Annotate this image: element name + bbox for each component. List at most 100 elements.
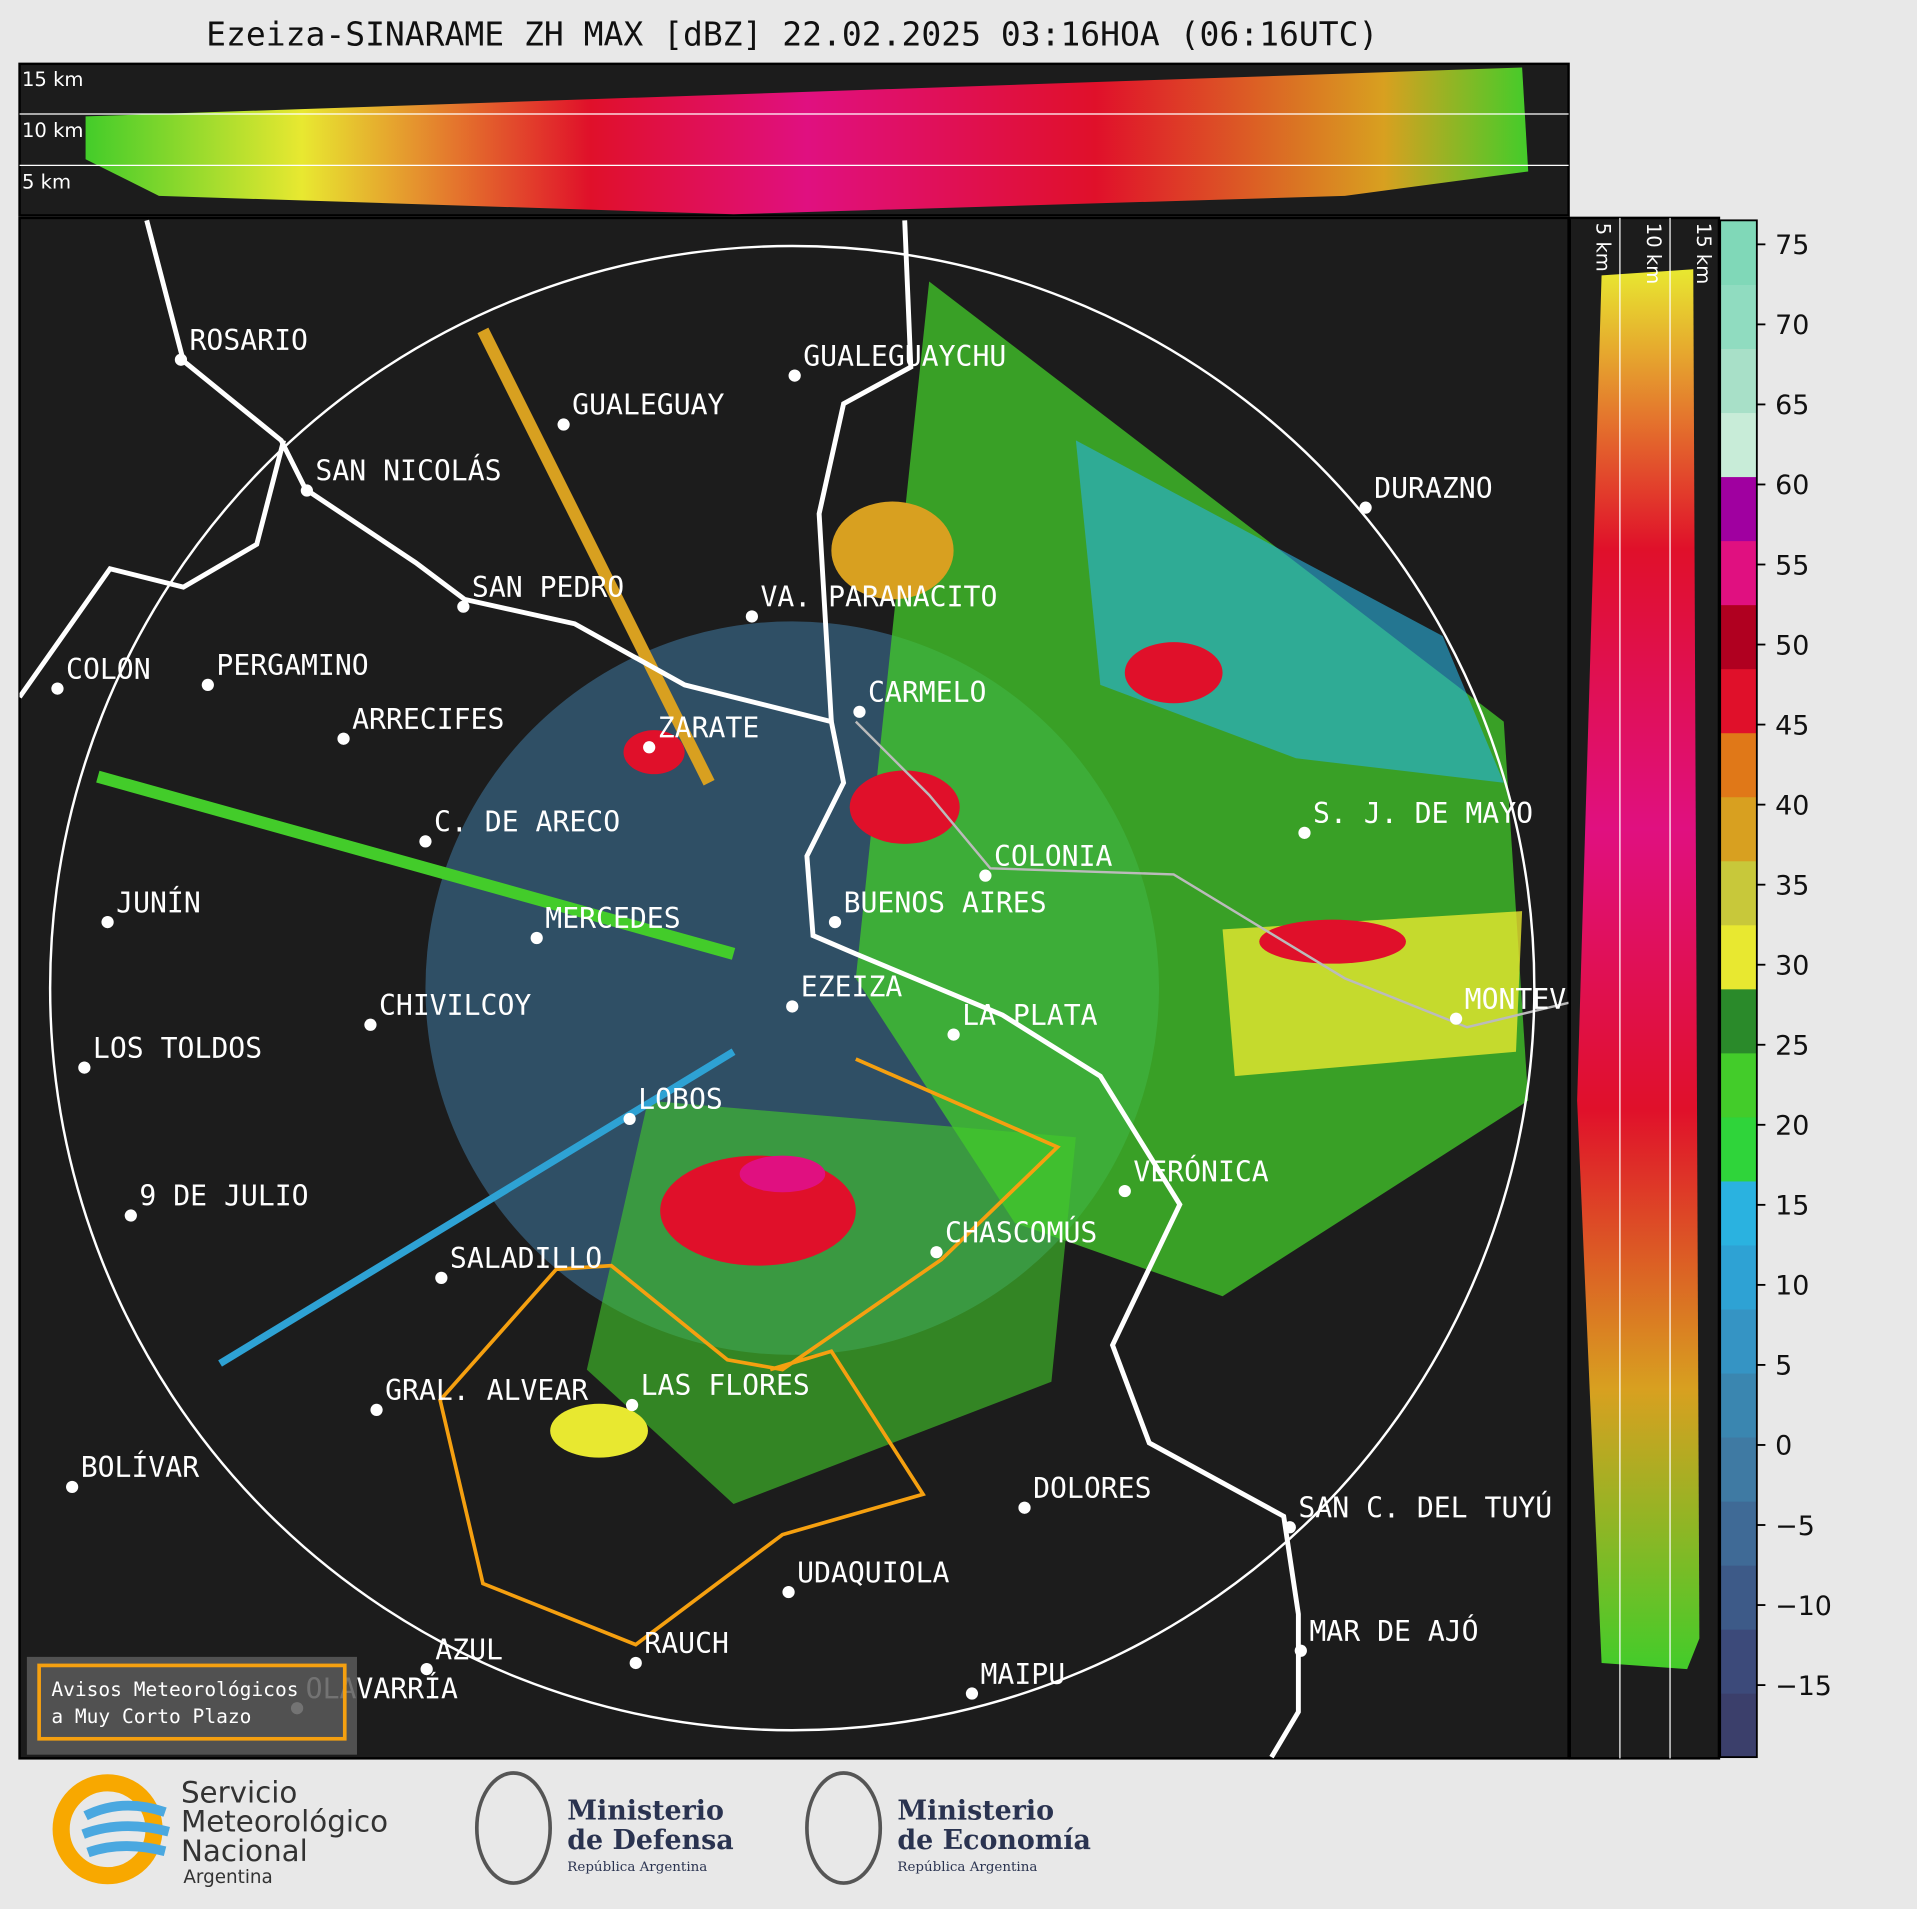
city-dot	[853, 705, 866, 718]
logo-text: Nacional	[181, 1834, 308, 1868]
city-label: GRAL. ALVEAR	[385, 1374, 588, 1407]
colorbar-segment	[1720, 540, 1757, 606]
border	[19, 439, 287, 699]
city-label: BOLÍVAR	[81, 1450, 200, 1484]
city-dot	[947, 1028, 960, 1041]
colorbar-segment	[1720, 284, 1757, 350]
colorbar-segment	[1720, 668, 1757, 734]
colorbar-segment	[1720, 348, 1757, 414]
height-label: 5 km	[22, 171, 71, 194]
city-dot	[979, 869, 992, 882]
echo	[831, 501, 954, 600]
colorbar-segment	[1720, 1693, 1757, 1758]
city-dot	[629, 1656, 642, 1670]
colorbar-tick-label: −5	[1775, 1511, 1815, 1542]
logo-text: Ministerio	[897, 1795, 1054, 1826]
echo	[623, 730, 685, 775]
colorbar-tick-label: −15	[1775, 1671, 1832, 1702]
river	[816, 220, 914, 722]
city-label: ROSARIO	[189, 324, 307, 357]
city-dot	[370, 1403, 383, 1417]
echo	[849, 770, 960, 844]
logo-text: de Defensa	[567, 1825, 733, 1856]
city-label: JUNÍN	[116, 885, 201, 919]
city-dot	[1018, 1501, 1031, 1514]
colorbar-segment	[1720, 1116, 1757, 1182]
city-label: MONTEVIDEO	[1465, 983, 1634, 1016]
colorbar-tick-label: 50	[1775, 630, 1809, 661]
height-label: 10 km	[1642, 223, 1665, 284]
colorbar-tick-label: 35	[1775, 870, 1809, 901]
city-dot	[435, 1271, 448, 1284]
smn-logo: Servicio Meteorológico Nacional Argentin…	[52, 1774, 388, 1888]
city-label: RAUCH	[644, 1627, 729, 1660]
city-label: VA. PARANACITO	[760, 581, 997, 614]
echo	[739, 1155, 826, 1193]
city-label: LAS FLORES	[641, 1369, 810, 1402]
colorbar-frame	[1719, 219, 1758, 1759]
city-label: GUALEGUAYCHU	[803, 340, 1006, 373]
city-dot	[828, 915, 842, 929]
city-dot	[174, 353, 188, 366]
echo-ray	[96, 770, 736, 960]
warning-text: Avisos Meteorológicos	[51, 1678, 298, 1701]
colorbar-tick-label: 25	[1775, 1031, 1809, 1062]
city-label: COLONIA	[994, 840, 1113, 873]
city-dot	[124, 1209, 137, 1222]
city-dot	[530, 931, 543, 945]
city-label: SALADILLO	[450, 1242, 602, 1275]
city-dot	[1449, 1012, 1463, 1025]
city-dot	[786, 1000, 799, 1013]
city-dot	[101, 915, 114, 929]
city-dot	[623, 1112, 636, 1126]
city-label: MAR DE AJÓ	[1309, 1614, 1478, 1648]
logo-text: Argentina	[183, 1867, 272, 1888]
colorbar-segment	[1720, 412, 1757, 478]
echo	[1124, 642, 1223, 704]
logo-text: de Economía	[897, 1825, 1091, 1856]
city-dot	[78, 1061, 91, 1074]
colorbar-tick-label: 55	[1775, 550, 1809, 581]
city-dot	[965, 1687, 979, 1700]
emblem	[805, 1771, 883, 1885]
border	[854, 720, 1569, 1029]
city-label: S. J. DE MAYO	[1313, 797, 1533, 830]
height-label: 10 km	[22, 119, 83, 142]
city-dot	[300, 484, 313, 497]
city-label: SAN NICOLÁS	[315, 454, 501, 488]
echo-ray	[477, 327, 715, 786]
city-dot	[788, 369, 801, 382]
city-label: 9 DE JULIO	[139, 1180, 308, 1213]
city-dot	[51, 682, 64, 695]
city-dot	[643, 741, 656, 754]
echo	[550, 1403, 648, 1458]
height-label: 5 km	[1592, 223, 1615, 272]
colorbar-segment	[1720, 476, 1757, 542]
logo-text: Meteorológico	[181, 1805, 388, 1839]
height-label: 15 km	[1692, 223, 1715, 284]
city-dot	[66, 1480, 79, 1494]
city-label: UDAQUIOLA	[797, 1556, 949, 1589]
city-label: CHASCOMÚS	[945, 1215, 1097, 1249]
colorbar-segment	[1720, 1500, 1757, 1566]
colorbar-segment	[1720, 1244, 1757, 1310]
colorbar-tick-label: 0	[1775, 1431, 1792, 1462]
city-label: DOLORES	[1033, 1472, 1151, 1505]
city-dot	[364, 1018, 377, 1031]
city-label: AZUL	[435, 1633, 503, 1666]
side-section-echo	[1577, 269, 1700, 1670]
colorbar-tick-label: 15	[1775, 1191, 1809, 1222]
city-dot	[457, 600, 470, 613]
defensa-logo: Ministerio de Defensa República Argentin…	[474, 1771, 734, 1885]
colorbar-tick-label: 70	[1775, 310, 1809, 341]
colorbar-segment	[1720, 796, 1757, 862]
logo-waves	[81, 1800, 170, 1858]
colorbar-tick-label: 75	[1775, 230, 1809, 261]
colorbar-tick-label: 40	[1775, 790, 1809, 821]
colorbar-segment	[1720, 604, 1757, 670]
echo	[1259, 919, 1406, 964]
city-label: SAN PEDRO	[472, 571, 624, 604]
colorbar-segment	[1720, 1308, 1757, 1374]
colorbar-tick-label: 60	[1775, 470, 1809, 501]
